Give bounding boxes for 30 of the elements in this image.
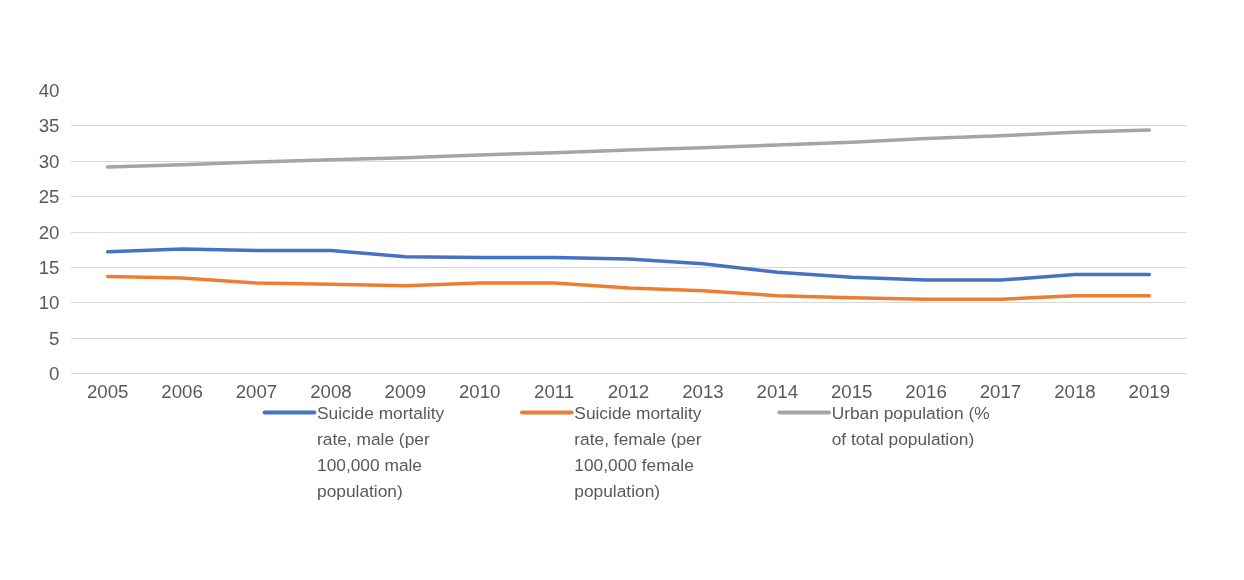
line-series bbox=[105, 274, 1152, 301]
x-tick-label: 2012 bbox=[607, 380, 650, 402]
line-series bbox=[105, 128, 1152, 169]
x-tick-label: 2017 bbox=[979, 380, 1022, 402]
legend-label: Urban population (% of total population) bbox=[831, 402, 990, 449]
x-tick-label: 2015 bbox=[830, 380, 873, 402]
y-tick-label: 20 bbox=[38, 221, 60, 243]
y-tick-label: 30 bbox=[38, 150, 60, 172]
x-tick-label: 2016 bbox=[905, 380, 947, 402]
x-tick-label: 2010 bbox=[458, 380, 501, 402]
legend-label: Suicide mortality rate, female (per 100,000 female population) bbox=[574, 402, 702, 501]
x-tick-label: 2011 bbox=[534, 380, 575, 402]
y-tick-label: 15 bbox=[38, 256, 60, 278]
x-tick-label: 2013 bbox=[682, 380, 724, 402]
y-tick-label: 35 bbox=[38, 115, 60, 137]
legend-label: Suicide mortality rate, male (per 100,000 male population) bbox=[317, 402, 445, 501]
x-tick-label: 2019 bbox=[1128, 380, 1171, 402]
line-series bbox=[105, 247, 1152, 282]
x-tick-label: 2006 bbox=[161, 380, 203, 402]
x-tick-label: 2005 bbox=[86, 380, 129, 402]
x-tick-label: 2008 bbox=[310, 380, 352, 402]
x-tick-label: 2009 bbox=[384, 380, 427, 402]
y-tick-label: 5 bbox=[49, 327, 60, 349]
x-tick-label: 2014 bbox=[756, 380, 799, 402]
y-tick-label: 40 bbox=[38, 80, 60, 101]
y-tick-label: 10 bbox=[38, 292, 60, 314]
y-tick-label: 0 bbox=[49, 363, 60, 384]
x-tick-label: 2018 bbox=[1054, 380, 1096, 402]
x-tick-label: 2007 bbox=[235, 380, 278, 402]
y-tick-label: 25 bbox=[38, 186, 60, 208]
